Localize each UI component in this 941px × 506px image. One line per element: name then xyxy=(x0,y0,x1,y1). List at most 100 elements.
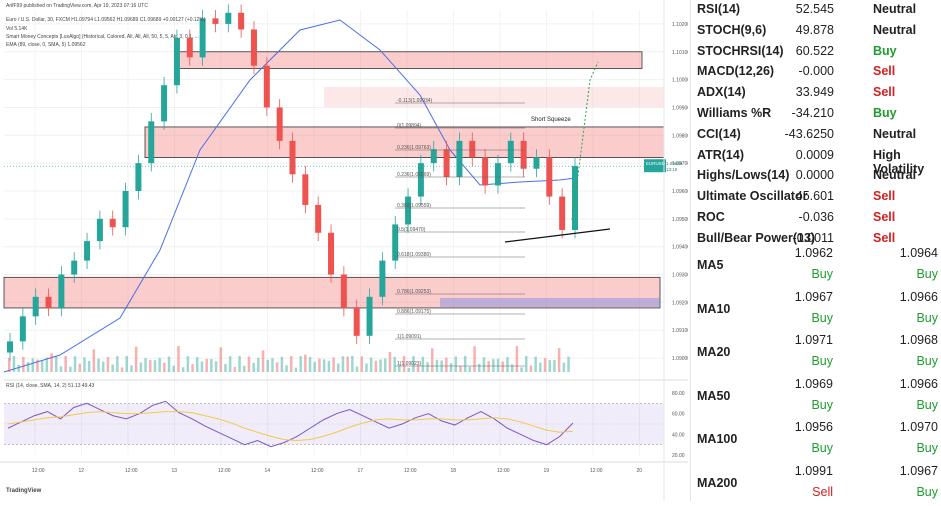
candle-body xyxy=(289,140,296,175)
price-tick-label: 1.09900 xyxy=(672,105,688,111)
candle-body xyxy=(469,140,476,158)
blue-fvg-zone xyxy=(440,298,660,307)
price-tick-label: 1.10100 xyxy=(672,50,688,56)
ma-exp-action: Buy xyxy=(916,354,938,368)
volume-bar xyxy=(398,364,401,372)
ma-simple-value: 1.0967 xyxy=(794,289,833,304)
volume-bar xyxy=(214,361,218,372)
ma-exp-action: Buy xyxy=(916,310,938,325)
candle-body xyxy=(186,37,193,58)
volume-bar xyxy=(341,356,345,372)
volume-bar xyxy=(97,358,100,372)
candle-body xyxy=(199,18,206,58)
price-chart-panel[interactable]: 1.10200 1.10100 1.10000 1.09900 1.09800 1.097… xyxy=(0,0,688,501)
volume-bar xyxy=(271,358,274,372)
volume-bar xyxy=(36,359,39,372)
ma-exp-value: 1.0968 xyxy=(899,333,938,347)
indicator-name: ADX(14) xyxy=(697,85,746,100)
volume-bar xyxy=(501,361,504,372)
ema-line: EMA (89, close, 0, SMA, 5) 1.09562 xyxy=(6,42,86,48)
fib-level-label: 0.786(1.09253) xyxy=(397,289,431,295)
candle-body xyxy=(366,296,373,336)
volume-bar xyxy=(374,360,378,372)
candle-body xyxy=(250,29,257,66)
volume-bar xyxy=(130,365,133,372)
moving-average-row: MA100 1.0956 1.0970 Buy Buy xyxy=(691,418,941,462)
price-tick-label: 1.10000 xyxy=(672,78,688,84)
volume-bar xyxy=(426,362,429,372)
indicator-value: -34.210 xyxy=(791,106,834,120)
volume-bar xyxy=(134,346,138,372)
ema-89-line xyxy=(3,19,576,373)
volume-bar xyxy=(355,366,359,372)
price-tick-label: 1.09100 xyxy=(672,328,688,334)
time-tick-label: 12:00 xyxy=(32,468,45,474)
candle-body xyxy=(263,65,270,108)
volume-bar xyxy=(459,366,462,372)
indicator-action: Sell xyxy=(873,64,896,79)
moving-average-row: MA200 1.0991 1.0967 Sell Buy xyxy=(691,462,941,506)
volume-bar xyxy=(290,356,293,372)
candle-body xyxy=(122,191,129,228)
faded-supply-zone xyxy=(324,87,664,107)
indicator-row: ATR(14) 0.0009 High Volatility xyxy=(691,146,941,176)
indicator-value: 60.522 xyxy=(795,43,834,58)
ma-simple-action: Buy xyxy=(811,310,833,325)
volume-bar xyxy=(534,356,537,372)
moving-average-row: MA20 1.0971 1.0968 Buy Buy xyxy=(691,331,941,375)
volume-bar xyxy=(191,364,194,372)
volume-bar xyxy=(294,367,298,372)
indicator-action: Sell xyxy=(873,210,896,224)
indicator-row: STOCH(9,6) 49.878 Neutral xyxy=(691,21,941,41)
fib-level-label: 0.886(1.09175) xyxy=(397,309,431,315)
volume-bar xyxy=(238,356,241,372)
volume-bar xyxy=(557,348,561,372)
candle-body xyxy=(572,165,578,230)
volume-bar xyxy=(266,359,269,372)
candle-body xyxy=(482,157,489,186)
fib-level-label: 0.236(1.09569) xyxy=(397,172,431,178)
volume-bar xyxy=(205,358,208,372)
volume-bar xyxy=(50,353,53,372)
volume-bar xyxy=(492,359,495,372)
volume-bar xyxy=(144,358,147,372)
indicator-action: High Volatility xyxy=(873,147,925,176)
volume-bar xyxy=(55,356,58,372)
indicator-row: ROC -0.036 Sell xyxy=(691,208,941,228)
volume-bar xyxy=(224,364,227,372)
ma-name: MA200 xyxy=(697,475,738,490)
ma-exp-action: Buy xyxy=(916,484,938,499)
candle-body xyxy=(161,85,168,122)
supply-zone-mid xyxy=(144,126,665,158)
tradingview-logo: TradingView xyxy=(6,488,42,494)
indicator-value: -0.036 xyxy=(798,210,834,224)
candle-body xyxy=(405,196,412,225)
volume-bar xyxy=(510,364,514,372)
time-tick-label: 12:00 xyxy=(404,468,417,474)
volume-bar xyxy=(449,363,453,372)
volume-bar xyxy=(393,356,396,372)
price-tag-symbol: EURUSD xyxy=(646,161,666,166)
indicator-name: MACD(12,26) xyxy=(697,64,775,79)
indicator-summary-panel: RSI(14) 52.545 Neutral STOCH(9,6) 49.878 Neut… xyxy=(690,0,941,501)
price-tick-label: 1.09200 xyxy=(672,300,688,306)
indicator-name: Ultimate Oscillator xyxy=(697,189,808,204)
candle-body xyxy=(71,260,78,275)
volume-bar xyxy=(487,361,490,372)
fib-level-label: -0.113(1.09934) xyxy=(397,98,433,104)
volume-bar xyxy=(525,356,528,372)
time-tick-label: 13 xyxy=(172,468,178,474)
chart-canvas[interactable]: 1.10200 1.10100 1.10000 1.09900 1.09800 1.097… xyxy=(0,0,688,501)
time-tick-label: 12:00 xyxy=(218,468,231,474)
candle-body xyxy=(430,149,437,164)
volume-bar xyxy=(243,365,246,372)
volume-bar xyxy=(275,362,279,372)
time-tick-label: 20 xyxy=(637,468,643,474)
price-tag-box xyxy=(644,159,666,173)
candle-body xyxy=(533,157,540,169)
ma-simple-value: 1.0956 xyxy=(794,420,833,434)
volume-bar xyxy=(233,367,237,372)
volume-bar xyxy=(158,357,161,372)
indicator-action: Sell xyxy=(873,189,896,204)
volume-bar xyxy=(69,366,72,372)
